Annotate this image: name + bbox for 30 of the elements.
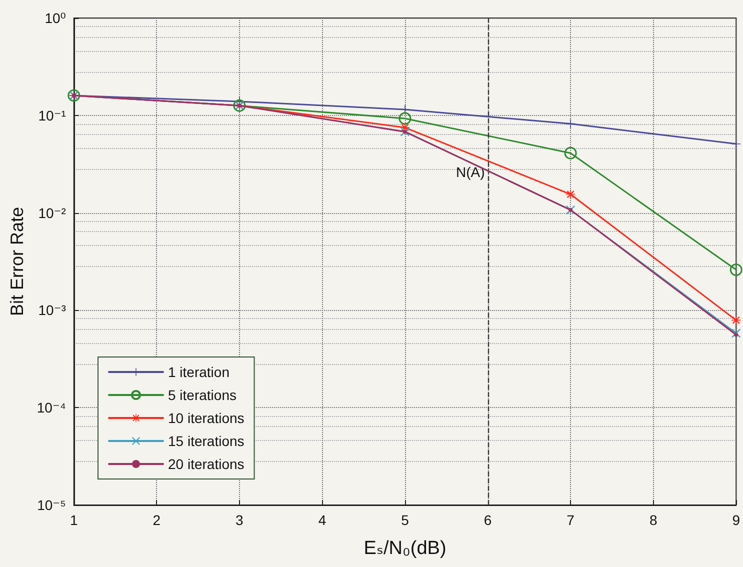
legend-label: 10 iterations	[168, 410, 244, 426]
point	[732, 139, 741, 148]
x-tick-label: 2	[152, 512, 161, 528]
point	[566, 119, 576, 128]
point	[566, 190, 576, 199]
point	[732, 316, 741, 325]
legend-label: 1 iteration	[168, 364, 230, 380]
y-tick-label: 10⁻²	[38, 204, 66, 221]
x-axis-title: Eₛ/N₀(dB)	[364, 538, 446, 559]
point	[398, 112, 412, 125]
legend-label: 20 iterations	[168, 456, 244, 472]
x-tick-label: 7	[566, 512, 575, 528]
x-tick-label: 9	[732, 512, 740, 528]
ref-line-label: N(A)	[456, 164, 485, 180]
x-tick-label: 4	[318, 512, 326, 528]
point	[564, 146, 577, 160]
y-axis-title: Bit Error Rate	[7, 206, 27, 316]
y-tick-label: 10⁻⁵	[37, 497, 66, 513]
legend-label: 15 iterations	[168, 433, 244, 449]
x-tick-label: 3	[236, 512, 244, 528]
point	[730, 264, 742, 276]
y-tick-label: 10⁻¹	[38, 107, 66, 124]
y-tick-label: 10⁻³	[38, 302, 66, 318]
x-tick-label: 5	[401, 512, 410, 528]
x-tick-label: 8	[649, 512, 658, 528]
x-tick-label: 6	[484, 512, 492, 528]
legend-label: 5 iterations	[168, 387, 236, 403]
y-tick-label: 10⁻⁴	[36, 400, 66, 416]
y-tick-label: 10⁰	[44, 10, 66, 26]
x-tick-label: 1	[70, 512, 78, 528]
